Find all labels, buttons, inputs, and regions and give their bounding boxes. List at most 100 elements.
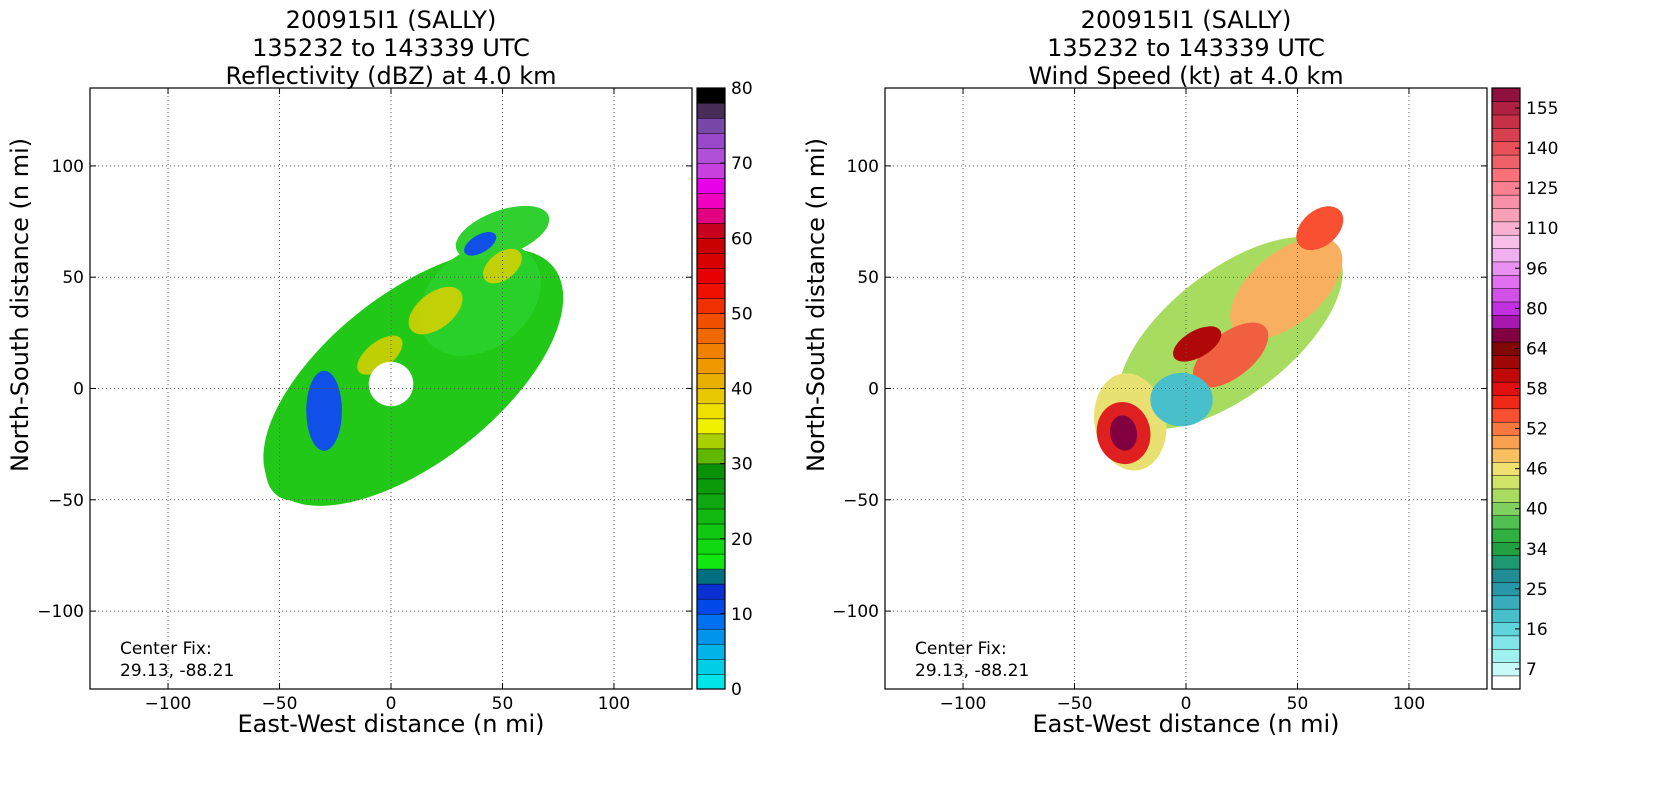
colorbar-swatch bbox=[1491, 595, 1521, 610]
colorbar-label: 140 bbox=[1526, 139, 1558, 159]
x-tick-label: 50 bbox=[492, 694, 514, 714]
colorbar-swatch bbox=[1491, 528, 1521, 543]
colorbar-label: 25 bbox=[1526, 580, 1548, 600]
colorbar-swatch bbox=[696, 162, 726, 179]
colorbar-label: 80 bbox=[1526, 299, 1548, 319]
echo-region bbox=[1110, 415, 1138, 451]
colorbar-swatch bbox=[1491, 408, 1521, 423]
colorbar-swatch bbox=[1491, 248, 1521, 263]
colorbar-label: 20 bbox=[731, 530, 753, 550]
colorbar-label: 10 bbox=[731, 605, 753, 625]
colorbar-label: 60 bbox=[731, 229, 753, 249]
y-tick-label: −100 bbox=[37, 602, 84, 622]
grid bbox=[885, 88, 1487, 689]
x-axis-label: East-West distance (n mi) bbox=[237, 710, 545, 738]
x-tick-label: −100 bbox=[145, 694, 192, 714]
colorbar-swatch bbox=[696, 102, 726, 119]
colorbar-swatch bbox=[696, 222, 726, 239]
colorbar-swatch bbox=[696, 583, 726, 600]
colorbar-label: 155 bbox=[1526, 99, 1558, 119]
colorbar-swatch bbox=[696, 433, 726, 450]
colorbar-swatch bbox=[1491, 328, 1521, 343]
colorbar-label: 70 bbox=[731, 154, 753, 174]
y-tick-label: 100 bbox=[847, 157, 879, 177]
y-tick-label: 0 bbox=[73, 380, 84, 400]
y-tick-label: 0 bbox=[868, 380, 879, 400]
colorbar-swatch bbox=[1491, 394, 1521, 410]
colorbar-swatch bbox=[1491, 568, 1521, 583]
colorbar-swatch bbox=[696, 628, 726, 645]
colorbar-swatch bbox=[1491, 127, 1521, 142]
colorbar-swatch bbox=[1491, 434, 1521, 450]
x-tick-label: −100 bbox=[940, 694, 987, 714]
title-line-field: Wind Speed (kt) at 4.0 km bbox=[1028, 62, 1344, 90]
echo-region bbox=[1173, 326, 1222, 362]
colorbar-swatch bbox=[696, 373, 726, 390]
x-tick-label: 100 bbox=[1393, 694, 1425, 714]
colorbar-swatch bbox=[1491, 368, 1521, 383]
echo-region bbox=[357, 335, 403, 375]
x-tick-label: 100 bbox=[598, 694, 630, 714]
colorbar-swatch bbox=[1491, 234, 1521, 249]
colorbar-swatch bbox=[1491, 635, 1521, 650]
colorbar-label: 46 bbox=[1526, 460, 1548, 480]
colorbar-swatch bbox=[696, 207, 726, 224]
colorbar-swatch bbox=[696, 493, 726, 510]
wind-title: 200915I1 (SALLY) 135232 to 143339 UTC Wi… bbox=[885, 6, 1487, 90]
colorbar: 7 16 25 34 40 46 52 58 64 80 96 110 125 140 155 bbox=[1491, 87, 1558, 690]
colorbar-swatch bbox=[1491, 288, 1521, 303]
colorbar-swatch bbox=[696, 132, 726, 149]
colorbar-swatch bbox=[696, 298, 726, 314]
colorbar-swatch bbox=[696, 238, 726, 254]
colorbar-swatch bbox=[1491, 154, 1521, 169]
echo-region bbox=[263, 248, 564, 506]
colorbar-swatch bbox=[696, 568, 726, 585]
colorbar-swatch bbox=[1491, 475, 1521, 490]
colorbar-swatch bbox=[1491, 448, 1521, 463]
colorbar-swatch bbox=[696, 87, 726, 104]
y-tick-label: 100 bbox=[52, 157, 84, 177]
colorbar-swatch bbox=[696, 673, 726, 690]
colorbar-label: 34 bbox=[1526, 540, 1548, 560]
colorbar-swatch bbox=[696, 613, 726, 630]
echo-region bbox=[306, 370, 342, 451]
colorbar-swatch bbox=[1491, 207, 1521, 223]
storm-echo bbox=[1094, 206, 1344, 471]
colorbar: 0 10 20 30 40 50 60 70 80 bbox=[696, 79, 753, 700]
colorbar-swatch bbox=[1491, 114, 1521, 129]
center-fix-label: Center Fix: bbox=[915, 639, 1007, 659]
colorbar-label: 40 bbox=[1526, 500, 1548, 520]
colorbar-swatch bbox=[1491, 488, 1521, 503]
colorbar-swatch bbox=[696, 418, 726, 435]
reflectivity-plot: −100 −50 0 50 100 −100 −50 0 50 100 Center Fix:29.… bbox=[37, 79, 753, 714]
title-line-storm: 200915I1 (SALLY) bbox=[1080, 6, 1292, 34]
colorbar-label: 52 bbox=[1526, 420, 1548, 440]
colorbar-swatch bbox=[696, 253, 726, 269]
center-fix-value: 29.13, -88.21 bbox=[120, 661, 234, 681]
center-fix-label: Center Fix: bbox=[120, 639, 212, 659]
echo-region bbox=[1230, 237, 1343, 340]
colorbar-swatch bbox=[696, 313, 726, 329]
y-tick-label: −50 bbox=[48, 491, 84, 511]
echo-region bbox=[1296, 206, 1344, 251]
colorbar-swatch bbox=[1491, 274, 1521, 289]
colorbar-swatch bbox=[1491, 608, 1521, 623]
colorbar-label: 80 bbox=[731, 79, 753, 99]
colorbar-label: 0 bbox=[731, 680, 742, 700]
colorbar-swatch bbox=[1491, 194, 1521, 209]
title-line-storm: 200915I1 (SALLY) bbox=[285, 6, 497, 34]
colorbar-label: 7 bbox=[1526, 660, 1537, 680]
x-tick-label: −50 bbox=[262, 694, 298, 714]
colorbar-swatch bbox=[1491, 648, 1521, 663]
colorbar-swatch bbox=[696, 508, 726, 525]
colorbar-swatch bbox=[696, 192, 726, 209]
colorbar-label: 30 bbox=[731, 455, 753, 475]
colorbar-label: 58 bbox=[1526, 380, 1548, 400]
colorbar-label: 40 bbox=[731, 380, 753, 400]
center-fix-value: 29.13, -88.21 bbox=[915, 661, 1029, 681]
echo-region bbox=[1150, 372, 1213, 427]
y-tick-label: 50 bbox=[62, 268, 84, 288]
title-line-time: 135232 to 143339 UTC bbox=[1047, 34, 1325, 62]
echo-region bbox=[1192, 322, 1269, 388]
colorbar-swatch bbox=[696, 448, 726, 465]
